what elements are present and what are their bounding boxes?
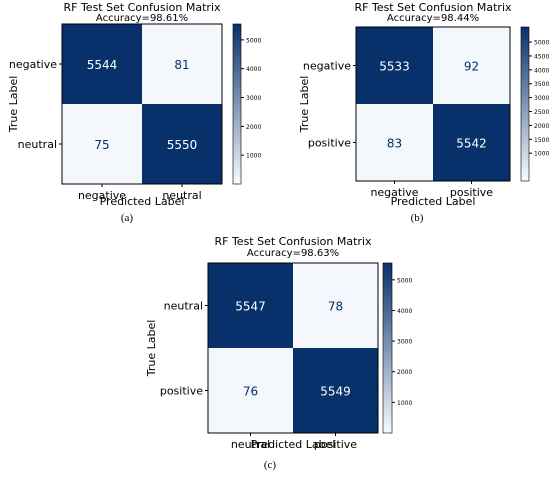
panel-caption-c: (c)	[263, 459, 277, 471]
y-tick-label: positive	[160, 385, 203, 398]
chart-subtitle: Accuracy=98.61%	[96, 13, 188, 24]
colorbar-tick-label: 4000	[246, 66, 261, 73]
cell-value-label: 75	[94, 138, 109, 152]
heatmap-cell	[293, 263, 378, 348]
y-axis-title: True Label	[7, 76, 20, 134]
colorbar-tick-label: 1500	[534, 137, 549, 144]
colorbar-tick-label: 2000	[397, 369, 412, 376]
cell-value-label: 81	[174, 58, 189, 72]
colorbar	[232, 23, 242, 185]
heatmap-cell	[356, 27, 433, 104]
x-tick-label: neutral	[162, 189, 201, 202]
colorbar-tick-label: 4500	[534, 53, 549, 60]
colorbar-tick-label: 5000	[246, 37, 261, 44]
panel-caption-a: (a)	[120, 212, 134, 224]
y-tick-label: positive	[308, 137, 351, 150]
heatmap-cell	[62, 24, 142, 104]
x-tick-label: neutral	[231, 438, 270, 451]
cell-value-label: 5549	[320, 385, 351, 399]
confusion-matrix-panel-c: RF Test Set Confusion MatrixAccuracy=98.…	[145, 235, 412, 451]
y-tick-label: negative	[9, 58, 57, 71]
heatmap-cell	[62, 104, 142, 184]
y-axis-title: True Label	[298, 76, 311, 134]
x-axis-title: Predicted Label	[100, 195, 185, 208]
cell-value-label: 5547	[235, 300, 266, 314]
plot-frame	[207, 262, 379, 434]
heatmap-cell	[208, 263, 293, 348]
cell-value-label: 83	[387, 137, 402, 151]
colorbar-tick-label: 4000	[534, 67, 549, 74]
x-axis-title: Predicted Label	[391, 195, 476, 208]
heatmap-cell	[433, 27, 510, 104]
colorbar-tick-label: 4000	[397, 308, 412, 315]
chart-title: RF Test Set Confusion Matrix	[214, 235, 372, 248]
cell-value-label: 5533	[379, 60, 410, 74]
plot-frame	[61, 23, 223, 185]
heatmap-cell	[142, 24, 222, 104]
heatmap-cell	[293, 348, 378, 433]
heatmap-cell	[356, 104, 433, 181]
colorbar-tick-label: 1000	[246, 153, 261, 160]
colorbar-tick-label: 5000	[534, 40, 549, 47]
y-tick-label: neutral	[18, 138, 57, 151]
colorbar-tick-label: 2500	[534, 109, 549, 116]
chart-subtitle: Accuracy=98.44%	[387, 13, 479, 24]
x-tick-label: positive	[314, 438, 357, 451]
colorbar-tick-label: 3000	[246, 95, 261, 102]
plot-frame	[355, 26, 511, 182]
colorbar-tick-label: 1000	[397, 400, 412, 407]
colorbar-tick-label: 2000	[534, 123, 549, 130]
y-axis-title: True Label	[145, 320, 158, 378]
panel-caption-b: (b)	[410, 212, 424, 224]
colorbar-tick-label: 3500	[534, 81, 549, 88]
x-axis-title: Predicted Label	[251, 438, 336, 451]
confusion-matrix-panel-b: RF Test Set Confusion MatrixAccuracy=98.…	[298, 1, 549, 208]
cell-value-label: 78	[328, 300, 343, 314]
x-tick-label: negative	[78, 189, 126, 202]
colorbar-tick-label: 3000	[534, 95, 549, 102]
y-tick-label: neutral	[164, 300, 203, 313]
x-tick-label: negative	[370, 186, 418, 199]
cell-value-label: 5550	[167, 138, 198, 152]
colorbar-tick-label: 2000	[246, 124, 261, 131]
cell-value-label: 5542	[456, 137, 487, 151]
cell-value-label: 92	[464, 60, 479, 74]
y-tick-label: negative	[303, 60, 351, 73]
chart-title: RF Test Set Confusion Matrix	[354, 1, 512, 14]
cell-value-label: 5544	[87, 58, 118, 72]
chart-subtitle: Accuracy=98.63%	[247, 248, 339, 259]
heatmap-cell	[433, 104, 510, 181]
confusion-matrix-panel-a: RF Test Set Confusion MatrixAccuracy=98.…	[7, 1, 261, 208]
colorbar-tick-label: 3000	[397, 339, 412, 346]
colorbar	[520, 26, 530, 182]
colorbar-tick-label: 5000	[397, 277, 412, 284]
heatmap-cell	[142, 104, 222, 184]
cell-value-label: 76	[243, 385, 258, 399]
x-tick-label: positive	[450, 186, 493, 199]
colorbar	[382, 262, 393, 434]
colorbar-tick-label: 1000	[534, 151, 549, 158]
chart-title: RF Test Set Confusion Matrix	[63, 1, 221, 14]
heatmap-cell	[208, 348, 293, 433]
